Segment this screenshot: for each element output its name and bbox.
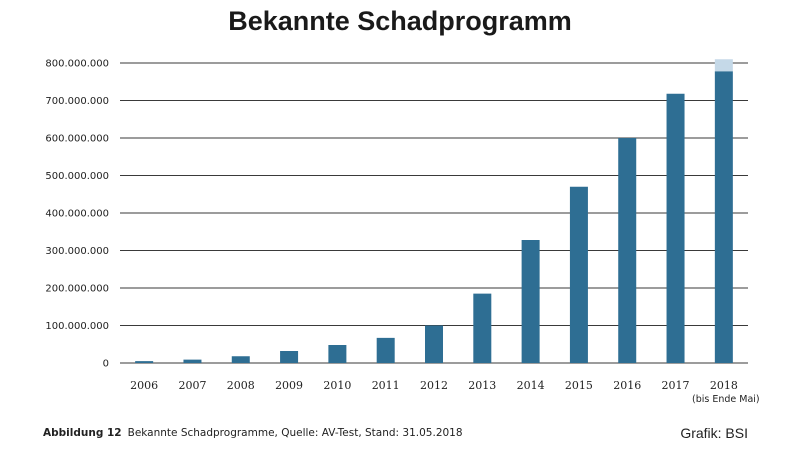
y-tick-label: 200.000.000 [45, 284, 109, 295]
x-tick-label: 2008 [227, 379, 255, 392]
bar-extension-2018 [714, 59, 733, 72]
x-tick-label: 2017 [662, 379, 690, 392]
bar-2014 [521, 240, 540, 363]
x-tick-label: 2009 [275, 379, 303, 392]
y-tick-label: 800.000.000 [45, 59, 109, 70]
y-tick-label: 400.000.000 [45, 209, 109, 220]
figure-caption: Abbildung 12 Bekannte Schadprogramme, Que… [43, 427, 463, 439]
x-tick-label: 2018 [710, 379, 738, 392]
y-tick-label: 500.000.000 [45, 171, 109, 182]
y-tick-label: 700.000.000 [45, 96, 109, 107]
bar-2017 [666, 93, 685, 363]
y-tick-label: 0 [103, 359, 109, 370]
bar-2013 [473, 293, 492, 363]
x-tick-label: 2011 [372, 379, 400, 392]
bar-2010 [328, 345, 347, 363]
bar-2008 [231, 356, 250, 363]
y-tick-label: 600.000.000 [45, 134, 109, 145]
caption-text: Bekannte Schadprogramme, Quelle: AV-Test… [127, 427, 463, 439]
x-tick-label: 2013 [468, 379, 496, 392]
y-tick-label: 100.000.000 [45, 321, 109, 332]
x-tick-sublabel: (bis Ende Mai) [692, 394, 760, 405]
x-tick-label: 2007 [178, 379, 206, 392]
graphic-credit: Grafik: BSI [680, 425, 748, 441]
bar-2018 [714, 71, 733, 363]
bar-2016 [618, 138, 637, 363]
bar-2007 [183, 359, 202, 363]
caption-label: Abbildung 12 [43, 427, 122, 439]
bar-2009 [280, 351, 299, 363]
bar-2012 [425, 325, 443, 363]
x-tick-label: 2015 [565, 379, 593, 392]
chart-title: Bekannte Schadprogramm [228, 6, 572, 36]
bar-2006 [135, 361, 154, 363]
y-tick-label: 300.000.000 [45, 246, 109, 257]
bar-2011 [376, 337, 395, 363]
x-tick-label: 2016 [613, 379, 641, 392]
x-tick-label: 2010 [323, 379, 351, 392]
bar-2015 [569, 186, 588, 363]
x-tick-label: 2006 [130, 379, 158, 392]
x-tick-label: 2012 [420, 379, 448, 392]
x-tick-label: 2014 [517, 379, 545, 392]
